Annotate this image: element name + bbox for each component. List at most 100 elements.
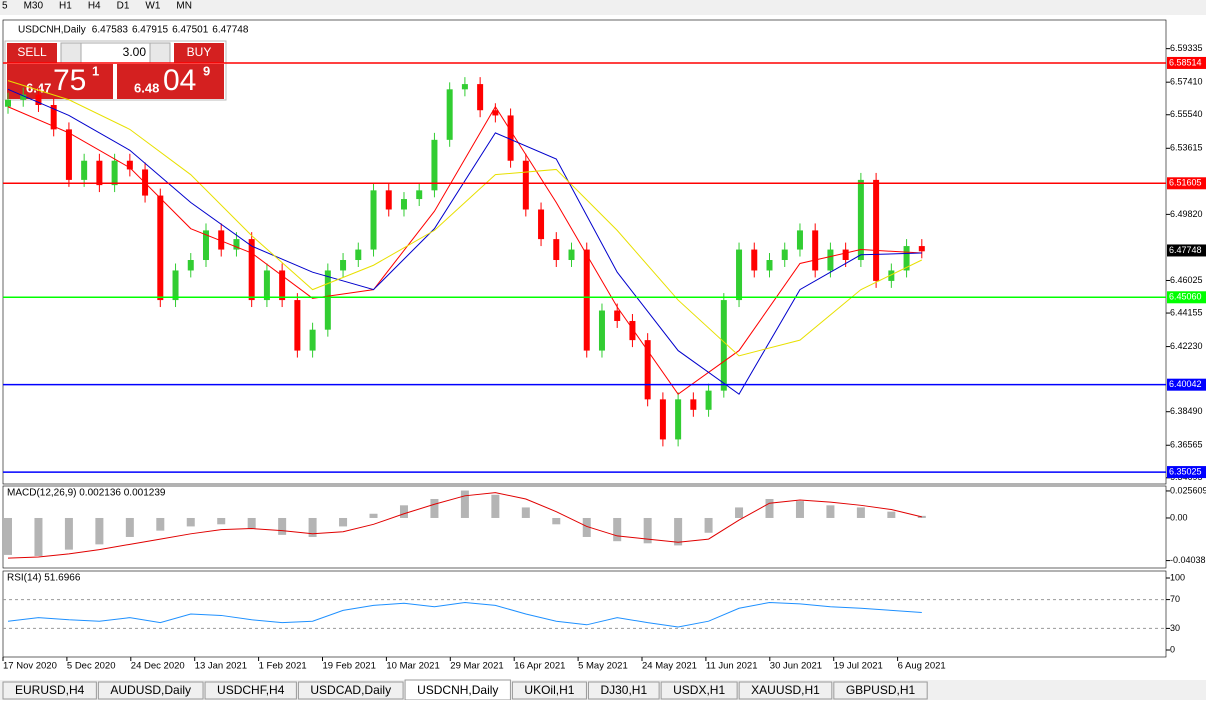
level-label: 6.45060 [1169,292,1202,302]
candle-body [842,249,849,261]
candle-body [294,300,301,351]
tab[interactable] [297,681,404,700]
candle-body [111,160,118,186]
macd-title: MACD(12,26,9) 0.002136 0.001239 [7,488,166,499]
timeframe-button[interactable]: H4 [88,1,101,12]
rsi-y-tick-label: 100 [1170,572,1185,582]
candle-body [614,310,621,321]
tab-label[interactable]: GBPUSD,H1 [846,683,916,697]
tab-label[interactable]: EURUSD,H4 [15,683,85,697]
macd-bar [643,517,652,544]
tab-label[interactable]: USDCAD,Daily [310,683,391,697]
tab-label[interactable]: USDCNH,Daily [417,683,498,697]
buy-price-prefix: 6.48 [134,80,159,95]
tab[interactable] [738,681,833,700]
macd-bar [156,517,165,531]
buy-label[interactable]: BUY [187,45,212,59]
macd-y-tick-label: -0.04038 [1170,555,1206,565]
timeframe-button[interactable]: W1 [145,1,160,12]
candle-body [20,94,27,100]
macd-bar [460,490,469,518]
x-tick-label: 5 Dec 2020 [67,661,116,672]
sell-button[interactable] [7,43,57,63]
candle-body [340,260,347,271]
candle-body [598,310,605,351]
level-label: 6.51605 [1169,178,1202,188]
tab[interactable] [97,681,204,700]
candle-body [35,94,42,105]
macd-bar [826,505,835,518]
candle-body [857,179,864,261]
candle-body [172,270,179,301]
y-tick-label: 6.53615 [1170,143,1203,153]
timeframe-button[interactable]: MN [176,1,192,12]
macd-bar [856,507,865,518]
macd-bar [765,498,774,518]
candle-body [233,239,240,250]
tab-label[interactable]: AUDUSD,Daily [110,683,191,697]
tab[interactable] [511,681,587,700]
buy-price-box[interactable] [117,64,224,99]
level-tag [1167,56,1206,69]
x-tick-label: 24 May 2021 [642,661,697,672]
sell-price-pips: 75 [53,64,86,97]
candle-body [370,190,377,250]
macd-bar [674,517,683,546]
rsi-pane [2,570,1167,658]
candle-body [675,399,682,440]
level-tag [1167,291,1206,304]
macd-bar [278,517,287,535]
moving-average [7,88,922,395]
timeframe-button[interactable]: D1 [117,1,130,12]
timeframe-button[interactable]: 5 [2,1,8,12]
tab[interactable] [833,681,928,700]
sell-label[interactable]: SELL [17,45,47,59]
lot-down[interactable] [60,42,82,64]
sell-price-box[interactable] [7,64,113,99]
candle-body [751,249,758,271]
candle-body [736,249,743,301]
tab[interactable] [204,681,297,700]
candle-body [416,190,423,200]
lot-value[interactable]: 3.00 [123,45,147,59]
tab[interactable] [660,681,738,700]
quote-value: 6.47583 [92,25,129,36]
macd-bar [491,494,500,518]
candle-body [81,160,88,180]
chart-header-symbol: USDCNH,Daily [18,25,86,36]
timeframe-button[interactable]: M30 [24,1,44,12]
macd-bar [521,507,530,518]
macd-bar [795,501,804,518]
sell-price-point: 1 [92,63,99,78]
level-label: 6.35025 [1169,466,1202,476]
tab[interactable] [2,681,97,700]
x-tick-label: 30 Jun 2021 [770,661,822,672]
candle-body [187,260,194,271]
candle-body [553,239,560,261]
tab[interactable] [587,681,660,700]
candle-body [903,246,910,271]
macd-bar [430,498,439,518]
buy-price-pips: 04 [163,64,196,97]
lot-up[interactable] [149,42,171,64]
level-label: 6.40042 [1169,379,1202,389]
tab-label[interactable]: DJ30,H1 [600,683,647,697]
tab-label[interactable]: USDX,H1 [673,683,725,697]
quote-value: 6.47501 [172,25,209,36]
x-tick-label: 17 Nov 2020 [3,661,57,672]
tab-label[interactable]: XAUUSD,H1 [751,683,820,697]
candle-body [218,230,225,250]
tab-label[interactable]: UKOil,H1 [524,683,574,697]
timeframe-button[interactable]: H1 [59,1,72,12]
candle-body [400,199,407,210]
macd-bar [4,517,12,555]
y-tick-label: 6.57410 [1170,77,1203,87]
macd-bar [125,517,134,537]
candle-body [629,320,636,341]
candle-body [263,270,270,301]
y-tick-label: 6.49820 [1170,209,1203,219]
tab-label[interactable]: USDCHF,H4 [217,683,285,697]
candle-body [888,270,895,281]
buy-button[interactable] [174,43,224,63]
candle-body [568,249,575,261]
